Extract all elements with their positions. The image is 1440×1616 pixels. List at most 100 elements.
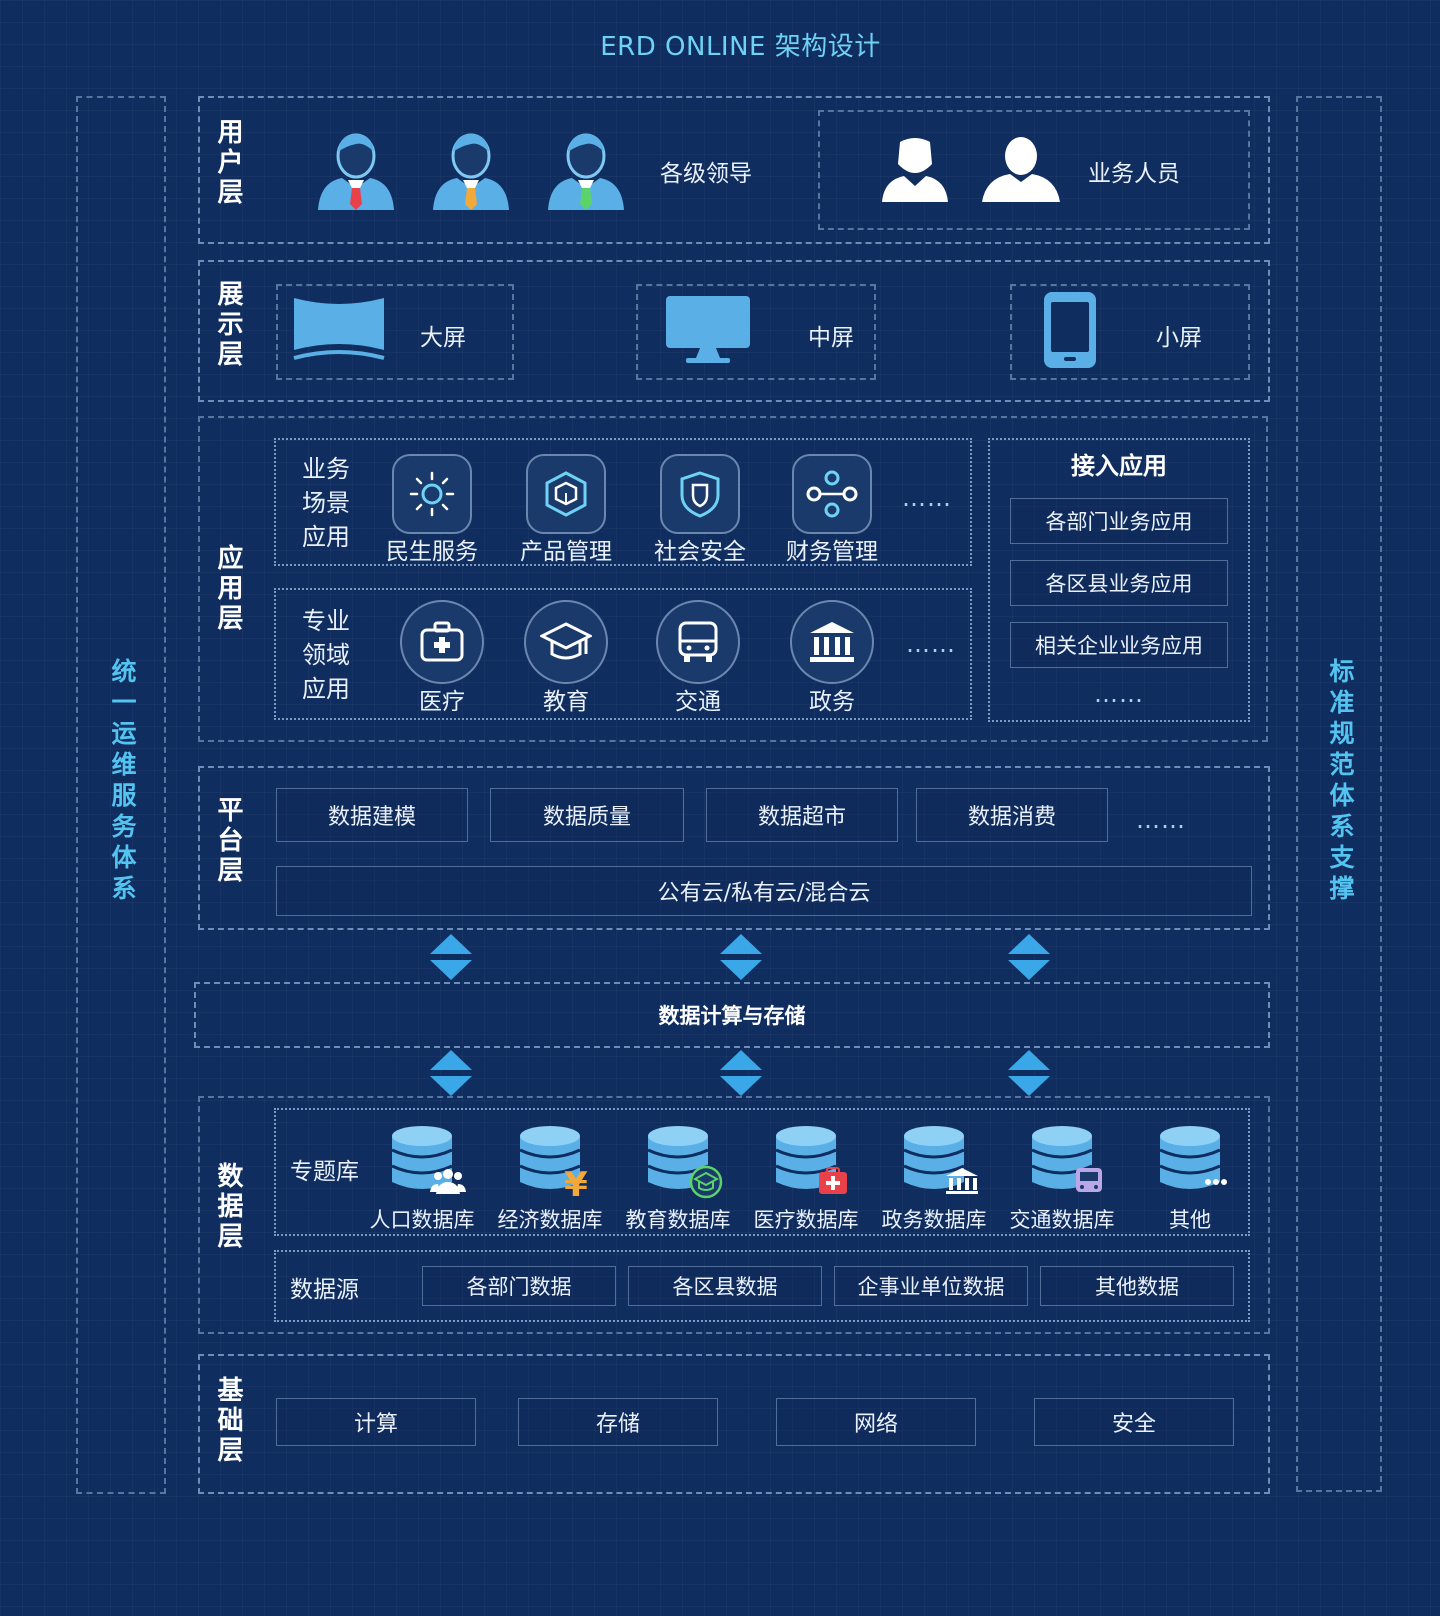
access-app-item: 各部门业务应用	[1010, 498, 1228, 544]
infra-item: 计算	[276, 1398, 476, 1446]
shield-icon	[660, 454, 740, 534]
data-source-group	[274, 1250, 1250, 1322]
database-label: 其他	[1169, 1208, 1211, 1232]
infra-layer	[198, 1354, 1270, 1494]
access-app-item: 相关企业业务应用	[1010, 622, 1228, 668]
finance-nodes-icon	[792, 454, 872, 534]
phone-icon	[1042, 290, 1098, 374]
data-source-item: 企事业单位数据	[834, 1266, 1028, 1306]
bidirectional-arrow-icon	[428, 934, 474, 984]
app-layer	[198, 416, 1268, 742]
access-app-item: 各区县业务应用	[1010, 560, 1228, 606]
app-medical-label: 医疗	[419, 689, 465, 715]
access-more: ……	[1094, 680, 1144, 708]
app-finance-mgmt-label: 财务管理	[786, 539, 878, 565]
bidirectional-arrow-icon	[1006, 1050, 1052, 1100]
domain-apps-group	[274, 588, 972, 720]
leader-icon	[544, 130, 628, 214]
platform-module: 数据建模	[276, 788, 468, 842]
display-layer	[198, 260, 1270, 402]
database-label: 医疗数据库	[753, 1208, 859, 1232]
graduation-cap-icon	[524, 600, 608, 684]
platform-module: 数据消费	[916, 788, 1108, 842]
platform-module: 数据质量	[490, 788, 684, 842]
bidirectional-arrow-icon	[718, 1050, 764, 1100]
topic-db-label: 专题库	[290, 1159, 359, 1185]
app-education-label: 教育	[543, 689, 589, 715]
compute-storage-label: 数据计算与存储	[658, 1004, 806, 1028]
leader-icon	[429, 130, 513, 214]
data-layer	[198, 1096, 1270, 1334]
app-people-service-label: 民生服务	[386, 539, 478, 565]
data-source-label: 数据源	[290, 1277, 359, 1303]
scenario-more: ……	[902, 484, 952, 512]
large-screen-card	[276, 284, 514, 380]
scenario-apps-label: 业务 场景 应用	[302, 455, 350, 551]
platform-more: ……	[1136, 806, 1186, 834]
small-screen-card	[1010, 284, 1250, 380]
small-screen-label: 小屏	[1156, 325, 1202, 351]
svg-text:¥: ¥	[564, 1165, 588, 1202]
staff-group	[818, 110, 1250, 230]
user-layer-label: 用户层	[213, 118, 243, 208]
app-layer-label: 应用层	[213, 544, 243, 634]
app-government-label: 政务	[809, 689, 855, 715]
data-layer-label: 数据层	[213, 1162, 243, 1252]
staff-icon	[980, 136, 1062, 206]
medical-kit-icon	[400, 600, 484, 684]
domain-more: ……	[906, 630, 956, 658]
leader-icon	[314, 130, 398, 214]
database-label: 人口数据库	[369, 1208, 475, 1232]
app-product-mgmt-label: 产品管理	[520, 539, 612, 565]
data-source-item: 各部门数据	[422, 1266, 616, 1306]
access-apps-group	[988, 438, 1250, 722]
infra-layer-label: 基础层	[213, 1376, 243, 1466]
bidirectional-arrow-icon	[1006, 934, 1052, 984]
domain-apps-label: 专业 领域 应用	[302, 607, 350, 703]
large-screen-icon	[292, 294, 386, 370]
bus-icon	[656, 600, 740, 684]
app-social-security-label: 社会安全	[654, 539, 746, 565]
topic-db-group	[274, 1108, 1250, 1236]
display-layer-label: 展示层	[213, 280, 243, 370]
government-building-icon	[790, 600, 874, 684]
infra-item: 安全	[1034, 1398, 1234, 1446]
page-title: ERD ONLINE 架构设计	[600, 32, 881, 62]
medical-db-icon	[772, 1124, 856, 1206]
app-transport-label: 交通	[675, 689, 721, 715]
staff-label: 业务人员	[1088, 161, 1180, 187]
medium-screen-card	[636, 284, 876, 380]
staff-icon	[880, 136, 950, 206]
large-screen-label: 大屏	[420, 325, 466, 351]
monitor-icon	[664, 294, 752, 370]
bidirectional-arrow-icon	[718, 934, 764, 984]
database-label: 经济数据库	[497, 1208, 603, 1232]
database-label: 教育数据库	[625, 1208, 731, 1232]
ops-system-label: 统一运维服务体系	[108, 658, 137, 906]
cloud-bar: 公有云/私有云/混合云	[276, 866, 1252, 916]
education-db-icon	[644, 1124, 728, 1206]
scenario-apps-group	[274, 438, 972, 566]
data-source-item: 其他数据	[1040, 1266, 1234, 1306]
other-db-icon	[1156, 1124, 1240, 1206]
sun-icon	[392, 454, 472, 534]
data-source-item: 各区县数据	[628, 1266, 822, 1306]
cube-icon	[526, 454, 606, 534]
infra-item: 网络	[776, 1398, 976, 1446]
economy-db-icon: ¥	[516, 1124, 600, 1206]
leaders-label: 各级领导	[660, 161, 752, 187]
platform-layer-label: 平台层	[213, 796, 243, 886]
platform-module: 数据超市	[706, 788, 898, 842]
transport-db-icon	[1028, 1124, 1112, 1206]
database-label: 政务数据库	[881, 1208, 987, 1232]
people-db-icon	[388, 1124, 472, 1206]
platform-layer	[198, 766, 1270, 930]
user-layer	[198, 96, 1270, 244]
standards-system-label: 标准规范体系支撑	[1326, 658, 1355, 906]
database-label: 交通数据库	[1009, 1208, 1115, 1232]
access-apps-title: 接入应用	[1071, 452, 1167, 480]
standards-system-frame	[1296, 96, 1382, 1492]
bidirectional-arrow-icon	[428, 1050, 474, 1100]
government-db-icon	[900, 1124, 984, 1206]
compute-storage-bar	[194, 982, 1270, 1048]
